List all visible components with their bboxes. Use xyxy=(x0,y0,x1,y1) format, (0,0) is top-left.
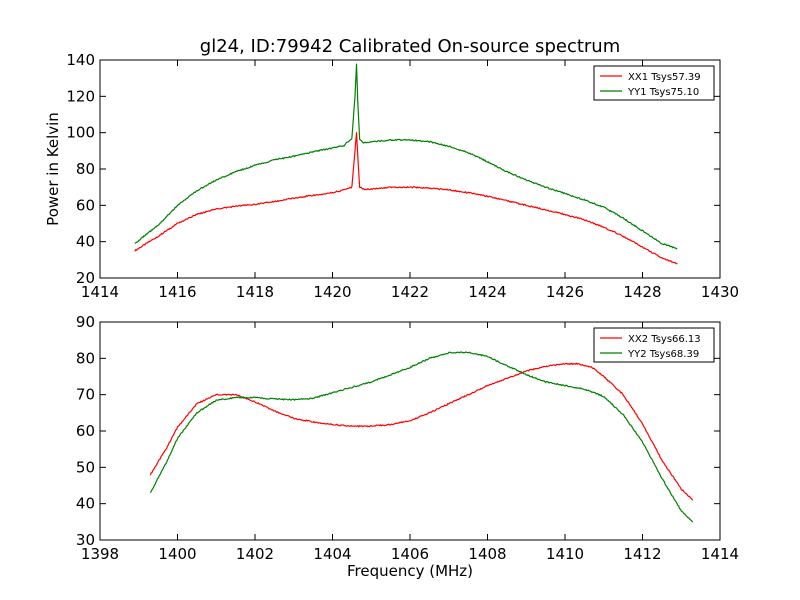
legend-label: XX1 Tsys57.39 xyxy=(628,72,701,83)
x-tick-label: 1408 xyxy=(468,545,506,563)
x-tick-label: 1398 xyxy=(81,545,119,563)
series-lines xyxy=(149,351,694,523)
x-tick-label: 1412 xyxy=(623,545,661,563)
x-tick-label: 1422 xyxy=(391,283,429,301)
legend-box xyxy=(593,327,715,363)
legend-label: XX2 Tsys66.13 xyxy=(628,334,701,345)
legend: XX2 Tsys66.13 YY2 Tsys68.39 xyxy=(593,327,715,363)
x-tick-label: 1416 xyxy=(158,283,196,301)
y-tick-label: 90 xyxy=(76,313,95,331)
x-tick-label: 1426 xyxy=(546,283,584,301)
y-tick-label: 80 xyxy=(76,349,95,367)
x-tick-label: 1430 xyxy=(701,283,739,301)
x-tick-label: 1414 xyxy=(701,545,739,563)
y-tick-label: 40 xyxy=(76,495,95,513)
y-tick-label: 70 xyxy=(76,386,95,404)
y-axis-label: Power in Kelvin xyxy=(44,112,62,226)
x-tick-label: 1428 xyxy=(623,283,661,301)
y-tick-label: 140 xyxy=(66,51,95,69)
series-line-2 xyxy=(149,351,694,523)
x-tick-label: 1410 xyxy=(546,545,584,563)
top-spectrum-panel: 1414 1416 1418 1420 1422 1424 1426 1428 1430 20 40… xyxy=(44,51,739,301)
figure-x-axis-label: Frequency (MHz) xyxy=(347,562,473,580)
y-tick-label: 50 xyxy=(76,458,95,476)
legend-label: YY1 Tsys75.10 xyxy=(627,87,699,98)
x-tick-label: 1414 xyxy=(81,283,119,301)
legend: XX1 Tsys57.39 YY1 Tsys75.10 xyxy=(593,65,715,101)
series-line-1 xyxy=(134,132,678,265)
y-tick-label: 30 xyxy=(76,531,95,549)
legend-box xyxy=(593,65,715,101)
y-tick-label: 100 xyxy=(66,124,95,142)
y-tick-label: 120 xyxy=(66,87,95,105)
x-tick-label: 1404 xyxy=(313,545,351,563)
y-tick-label: 60 xyxy=(76,196,95,214)
x-tick-label: 1418 xyxy=(236,283,274,301)
y-tick-label: 40 xyxy=(76,233,95,251)
y-tick-label: 80 xyxy=(76,160,95,178)
y-tick-label: 20 xyxy=(76,269,95,287)
x-tick-label: 1400 xyxy=(158,545,196,563)
series-lines xyxy=(134,63,678,265)
y-tick-label: 60 xyxy=(76,422,95,440)
series-line-2 xyxy=(134,63,678,250)
series-line-1 xyxy=(149,362,694,501)
x-tick-label: 1424 xyxy=(468,283,506,301)
figure-title: gl24, ID:79942 Calibrated On-source spec… xyxy=(200,36,620,57)
legend-label: YY2 Tsys68.39 xyxy=(627,349,699,360)
x-tick-label: 1402 xyxy=(236,545,274,563)
x-tick-label: 1406 xyxy=(391,545,429,563)
bottom-spectrum-panel: 1398 1400 1402 1404 1406 1408 1410 1412 1414 30 40… xyxy=(76,313,739,563)
x-tick-label: 1420 xyxy=(313,283,351,301)
